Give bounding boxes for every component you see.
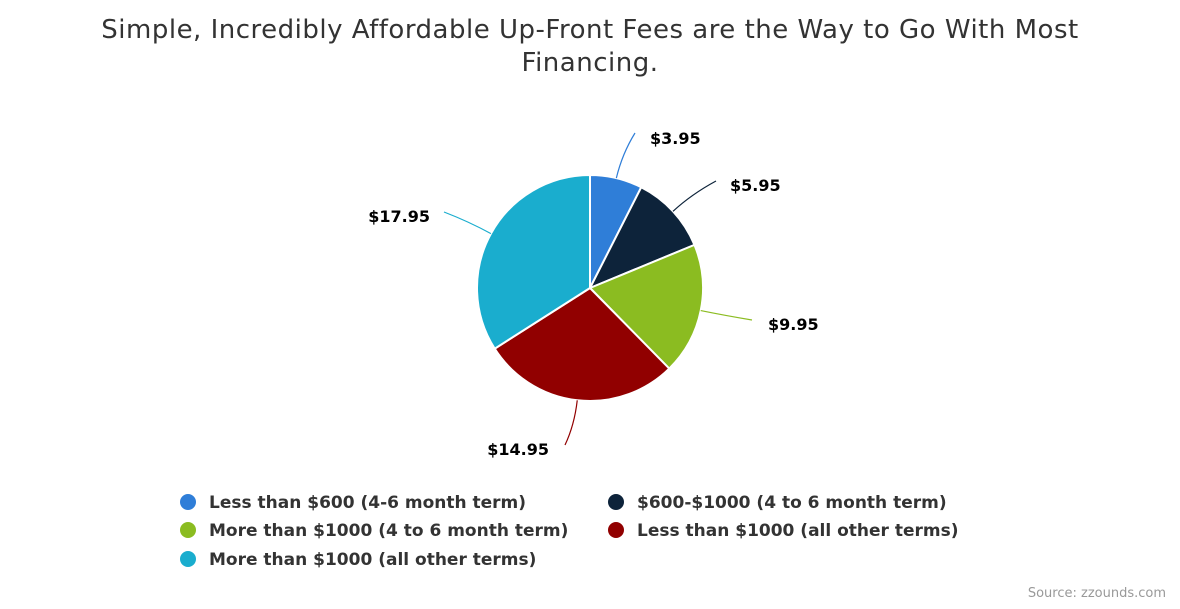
label-connector	[700, 309, 753, 321]
slice-value-label: $9.95	[768, 315, 819, 334]
slice-value-label: $14.95	[487, 440, 549, 459]
label-connector	[672, 180, 717, 212]
label-connector	[615, 132, 636, 179]
label-connector	[443, 211, 492, 235]
legend-item[interactable]: $600-$1000 (4 to 6 month term)	[608, 493, 947, 513]
chart-title: Simple, Incredibly Affordable Up-Front F…	[101, 15, 1079, 78]
legend-swatch	[608, 494, 624, 510]
legend-swatch	[180, 551, 196, 567]
pie-slices	[476, 173, 704, 402]
legend-swatch	[180, 494, 196, 510]
legend-item[interactable]: More than $1000 (all other terms)	[180, 550, 536, 570]
legend-label: Less than $600 (4-6 month term)	[209, 493, 526, 513]
slice-labels: $3.95 $5.95 $9.95 $14.95 $17.95	[368, 129, 818, 459]
source-credit: Source: zzounds.com	[1027, 586, 1166, 601]
slice-value-label: $17.95	[368, 207, 430, 226]
legend-item[interactable]: Less than $1000 (all other terms)	[608, 521, 959, 541]
legend-swatch	[180, 522, 196, 538]
legend-label: More than $1000 (4 to 6 month term)	[209, 521, 568, 541]
legend: Less than $600 (4-6 month term) $600-$100…	[180, 493, 959, 570]
pie-slice[interactable]	[493, 286, 671, 402]
legend-label: $600-$1000 (4 to 6 month term)	[637, 493, 947, 513]
legend-item[interactable]: Less than $600 (4-6 month term)	[180, 493, 526, 513]
legend-label: More than $1000 (all other terms)	[209, 550, 536, 570]
legend-label: Less than $1000 (all other terms)	[637, 521, 959, 541]
label-connector	[564, 400, 578, 446]
legend-item[interactable]: More than $1000 (4 to 6 month term)	[180, 521, 568, 541]
slice-value-label: $5.95	[730, 176, 781, 195]
slice-value-label: $3.95	[650, 129, 701, 148]
legend-swatch	[608, 522, 624, 538]
label-connectors	[443, 132, 753, 446]
